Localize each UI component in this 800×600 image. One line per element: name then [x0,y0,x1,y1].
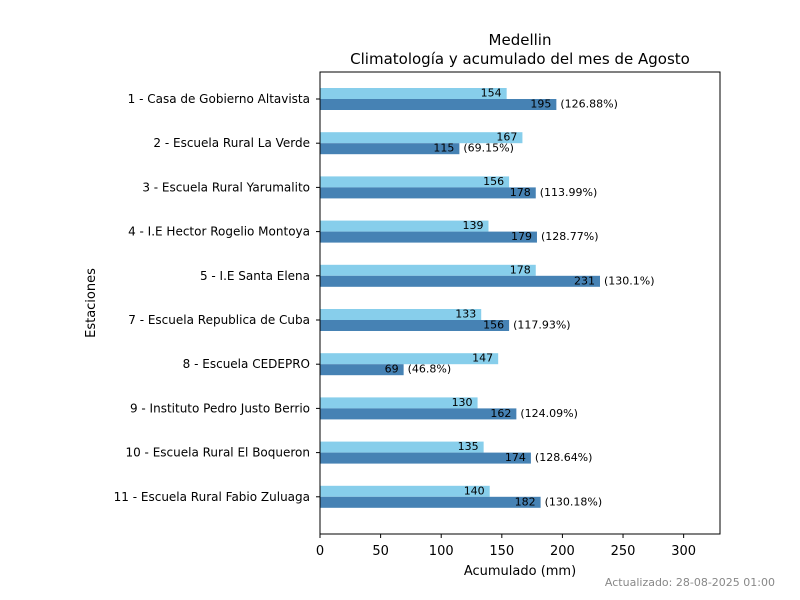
plot-frame [319,71,721,535]
y-tick-label: 10 - Escuela Rural El Boqueron [125,446,310,460]
bar-percent-label: (69.15%) [463,142,514,155]
x-tick-label: 200 [550,544,575,559]
y-tick-labels-group: 1 - Casa de Gobierno Altavista 2 - Escuel… [114,92,320,504]
bar-accumulated [320,320,510,331]
bar-percent-label: (130.18%) [545,495,603,508]
x-tick-label: 300 [671,544,696,559]
x-axis-label: Acumulado (mm) [464,564,576,579]
bar-value-label: 139 [462,219,483,232]
bar-value-label: 135 [458,440,479,453]
bar-percent-label: (46.8%) [408,363,452,376]
bar-accumulated [320,99,557,110]
y-tick-label: 5 - I.E Santa Elena [200,269,310,283]
bar-value-label: 140 [464,484,485,497]
bar-percent-label: (128.77%) [541,230,599,243]
bar-accumulated [320,275,600,287]
bar-climatology [320,88,507,99]
bar-accumulated [320,408,517,420]
bar-value-label: 130 [452,396,473,409]
bar-value-label: 195 [530,98,551,111]
bar-labels-group: 154 195 (126.88%) 167 115 (69.15%) 156 178 (113.… [385,87,655,509]
bar-climatology [320,441,484,453]
bar-value-label: 115 [433,142,454,155]
bar-climatology [320,353,499,365]
bar-climatology [320,264,536,276]
bar-percent-label: (128.64%) [535,451,593,464]
bar-value-label: 182 [515,495,536,508]
bar-climatology [320,485,490,497]
bar-percent-label: (126.88%) [560,98,618,111]
bar-value-label: 231 [574,274,595,287]
y-tick-label: 7 - Escuela Republica de Cuba [128,313,310,327]
bar-value-label: 174 [505,451,526,464]
bar-value-label: 133 [455,308,476,321]
y-tick-label: 8 - Escuela CEDEPRO [183,357,310,371]
bar-value-label: 178 [510,186,531,199]
bar-value-label: 147 [472,352,493,365]
bar-value-label: 178 [510,263,531,276]
bar-climatology [320,397,478,409]
y-tick-label: 2 - Escuela Rural La Verde [153,136,310,150]
bar-value-label: 162 [490,407,511,420]
bar-climatology [320,176,510,188]
bar-value-label: 156 [483,319,504,332]
bar-accumulated [320,231,537,243]
bar-value-label: 156 [483,175,504,188]
bar-percent-label: (130.1%) [604,274,655,287]
bar-climatology [320,132,523,144]
y-tick-label: 11 - Escuela Rural Fabio Zuluaga [114,490,310,504]
x-tick-label: 50 [372,544,389,559]
bar-accumulated [320,187,536,199]
x-tick-label: 250 [611,544,636,559]
bar-value-label: 69 [385,363,399,376]
bar-accumulated [320,364,404,376]
bars-group [320,88,600,508]
bar-climatology [320,220,489,232]
y-axis-label: Estaciones [84,268,99,338]
x-tick-label: 100 [429,544,454,559]
bar-climatology [320,309,482,320]
y-tick-label: 9 - Instituto Pedro Justo Berrio [130,401,310,415]
x-tick-label: 0 [316,544,324,559]
bar-percent-label: (124.09%) [520,407,578,420]
bar-percent-label: (117.93%) [513,319,571,332]
x-tick-label: 150 [489,544,514,559]
bar-accumulated [320,452,531,464]
x-ticks-group: 0 50 100 150 200 250 300 [316,534,696,559]
y-tick-label: 3 - Escuela Rural Yarumalito [142,180,310,194]
updated-timestamp: Actualizado: 28-08-2025 01:00 [604,576,775,589]
bar-accumulated [320,143,460,155]
bar-accumulated [320,496,541,508]
chart-subtitle: Climatología y acumulado del mes de Agos… [350,50,690,68]
y-tick-label: 4 - I.E Hector Rogelio Montoya [128,225,310,239]
bar-value-label: 179 [511,230,532,243]
bar-percent-label: (113.99%) [540,186,598,199]
chart-title: Medellin [489,31,552,49]
bar-value-label: 154 [481,87,502,100]
bar-value-label: 167 [496,131,517,144]
y-tick-label: 1 - Casa de Gobierno Altavista [128,92,310,106]
